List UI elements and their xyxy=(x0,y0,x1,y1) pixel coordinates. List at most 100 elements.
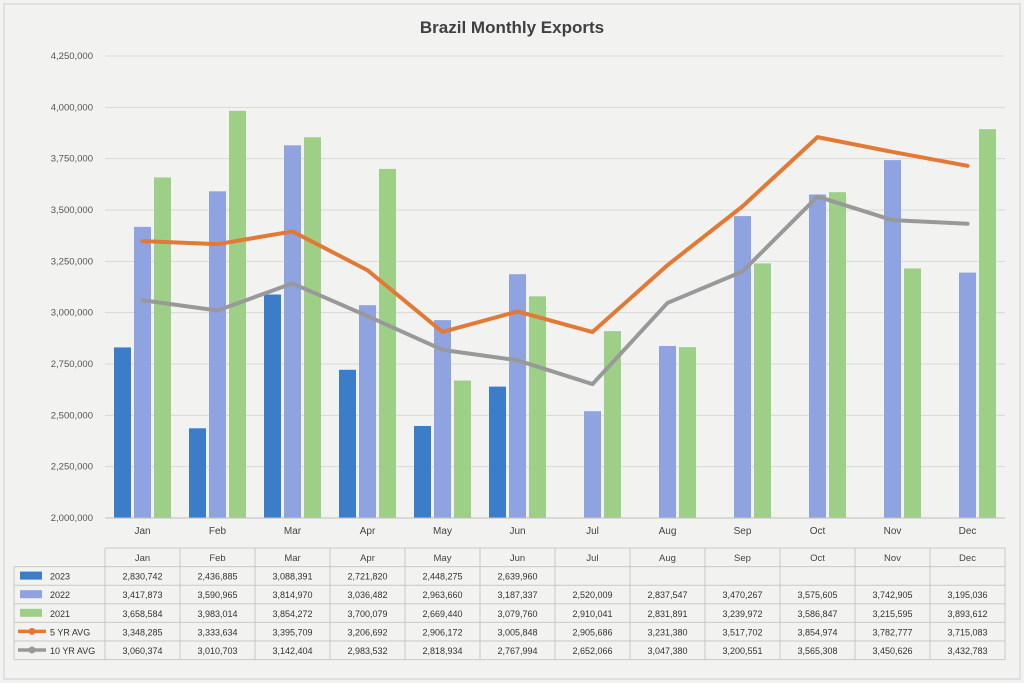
table-header-cell: Jul xyxy=(586,553,598,564)
bar-2021 xyxy=(904,268,921,518)
table-row-label: 2021 xyxy=(50,609,70,619)
table-cell: 2,767,994 xyxy=(497,646,537,656)
table-cell: 3,200,551 xyxy=(722,646,762,656)
table-cell: 3,450,626 xyxy=(872,646,912,656)
table-cell: 3,206,692 xyxy=(347,627,387,637)
legend-marker xyxy=(28,646,36,654)
y-tick-label: 2,250,000 xyxy=(51,462,93,473)
table-cell: 3,658,584 xyxy=(122,609,162,619)
bar-2021 xyxy=(154,177,171,518)
table-header-cell: Feb xyxy=(209,553,225,564)
y-tick-label: 2,750,000 xyxy=(51,359,93,370)
table-cell: 3,036,482 xyxy=(347,590,387,600)
table-cell: 3,047,380 xyxy=(647,646,687,656)
y-tick-label: 3,000,000 xyxy=(51,308,93,319)
x-tick-label: Jul xyxy=(586,526,599,537)
bar-2021 xyxy=(379,168,396,518)
table-cell: 3,782,777 xyxy=(872,627,912,637)
bar-2023 xyxy=(489,386,506,518)
table-cell: 3,700,079 xyxy=(347,609,387,619)
table-cell: 3,060,374 xyxy=(122,646,162,656)
table-cell: 2,905,686 xyxy=(572,627,612,637)
table-row-label: 2022 xyxy=(50,590,70,600)
table-cell: 3,715,083 xyxy=(947,627,987,637)
bar-2021 xyxy=(679,347,696,518)
table-cell: 3,983,014 xyxy=(197,609,237,619)
bar-2021 xyxy=(829,192,846,518)
table-cell: 3,590,965 xyxy=(197,590,237,600)
bar-2021 xyxy=(229,110,246,518)
bar-2023 xyxy=(339,369,356,518)
table-cell: 3,215,595 xyxy=(872,609,912,619)
table-cell: 3,348,285 xyxy=(122,627,162,637)
table-cell: 3,239,972 xyxy=(722,609,762,619)
table-cell: 3,187,337 xyxy=(497,590,537,600)
x-tick-label: Sep xyxy=(734,526,752,537)
x-axis: Jan Feb Mar Apr May Jun Jul Aug Sep Oct Nov Dec xyxy=(105,517,1005,537)
table-cell: 3,742,905 xyxy=(872,590,912,600)
table-cell: 3,432,783 xyxy=(947,646,987,656)
y-tick-label: 4,250,000 xyxy=(51,51,93,62)
x-tick-label: Mar xyxy=(284,526,302,537)
legend-marker xyxy=(28,627,36,635)
legend-key-2023 xyxy=(20,571,42,580)
table-cell: 3,517,702 xyxy=(722,627,762,637)
bar-2022 xyxy=(584,411,601,518)
bar-2021 xyxy=(604,331,621,518)
bar-2022 xyxy=(509,274,526,518)
table-header-cell: Oct xyxy=(810,553,825,564)
bar-2022 xyxy=(659,346,676,518)
table-cell: 2,830,742 xyxy=(122,572,162,582)
bar-2022 xyxy=(734,216,751,519)
x-tick-label: Nov xyxy=(884,526,902,537)
table-cell: 2,652,066 xyxy=(572,646,612,656)
data-table: Jan Feb Mar Apr May Jun Jul Aug Sep Oct Nov Dec 2023… xyxy=(13,547,1006,661)
table-header-cell: Nov xyxy=(884,553,901,564)
bar-2023 xyxy=(114,347,131,518)
bar-2022 xyxy=(134,226,151,518)
table-cell: 3,195,036 xyxy=(947,590,987,600)
line-5-yr-avg xyxy=(140,135,970,335)
table-cell: 3,470,267 xyxy=(722,590,762,600)
table-cell: 2,818,934 xyxy=(422,646,462,656)
table-header-cell: Jan xyxy=(135,553,150,564)
y-tick-label: 2,500,000 xyxy=(51,410,93,421)
table-row-label: 5 YR AVG xyxy=(50,627,90,637)
table-cell: 2,669,440 xyxy=(422,609,462,619)
table-header-cell: Jun xyxy=(510,553,525,564)
legend-key-2021 xyxy=(20,608,42,617)
bar-2021 xyxy=(979,129,996,518)
table-header-cell: Mar xyxy=(284,553,300,564)
table-cell: 2,910,041 xyxy=(572,609,612,619)
y-tick-label: 3,250,000 xyxy=(51,256,93,267)
bar-2022 xyxy=(284,145,301,518)
table-cell: 3,893,612 xyxy=(947,609,987,619)
table-cell: 3,231,380 xyxy=(647,627,687,637)
table-header-cell: May xyxy=(434,553,452,564)
x-tick-label: Aug xyxy=(659,526,677,537)
bar-2023 xyxy=(189,428,206,518)
table-cell: 3,005,848 xyxy=(497,627,537,637)
x-tick-label: Apr xyxy=(360,526,376,537)
bar-2022 xyxy=(209,191,226,519)
bar-2022 xyxy=(959,272,976,518)
y-tick-label: 3,500,000 xyxy=(51,205,93,216)
table-cell: 3,565,308 xyxy=(797,646,837,656)
table-cell: 2,831,891 xyxy=(647,609,687,619)
bar-2021 xyxy=(529,296,546,518)
table-header-cell: Aug xyxy=(659,553,676,564)
table-cell: 3,079,760 xyxy=(497,609,537,619)
bar-2023 xyxy=(264,294,281,518)
table-cell: 2,963,660 xyxy=(422,590,462,600)
x-tick-label: Jan xyxy=(134,526,150,537)
table-cell: 2,837,547 xyxy=(647,590,687,600)
table-cell: 3,333,634 xyxy=(197,627,237,637)
y-tick-label: 4,000,000 xyxy=(51,102,93,113)
table-cell: 3,395,709 xyxy=(272,627,312,637)
table-cell: 2,448,275 xyxy=(422,572,462,582)
line-series xyxy=(140,135,970,387)
table-cell: 3,854,272 xyxy=(272,609,312,619)
x-tick-label: May xyxy=(433,526,452,537)
table-header-cell: Apr xyxy=(360,553,375,564)
